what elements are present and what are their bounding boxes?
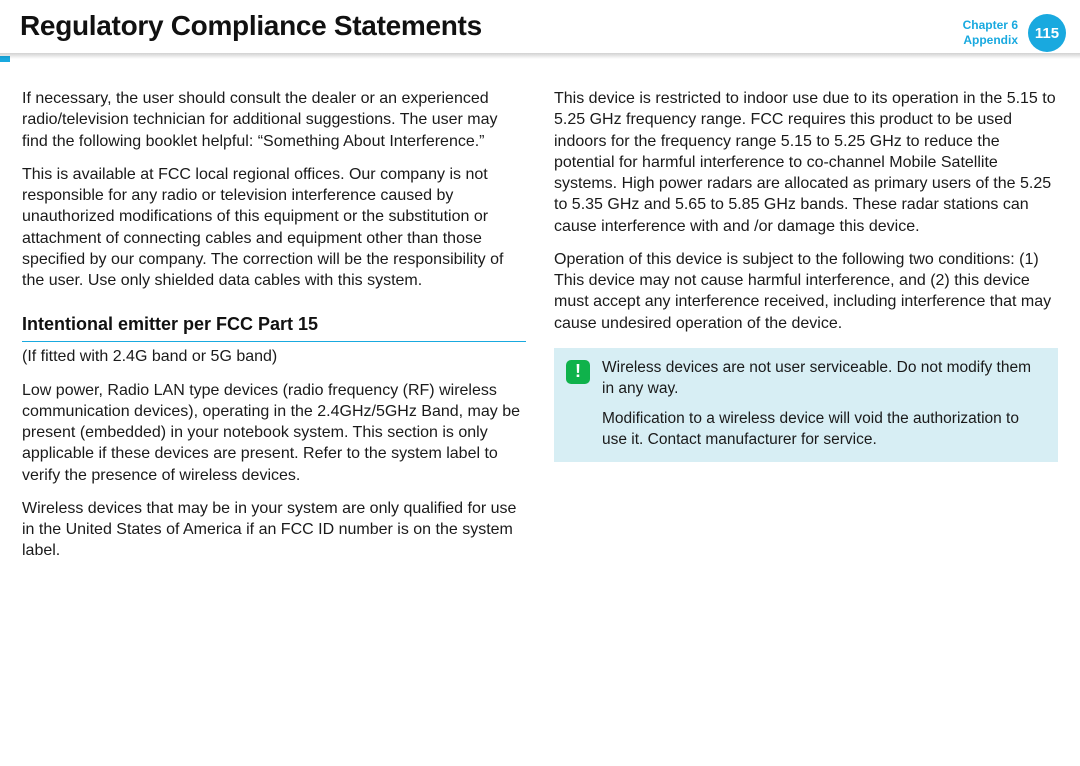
body-paragraph: Operation of this device is subject to t… [554,249,1058,334]
body-paragraph: This is available at FCC local regional … [22,164,526,292]
callout-line: Wireless devices are not user serviceabl… [602,358,1046,399]
chapter-label: Chapter 6 [963,18,1018,33]
section-label: Appendix [963,33,1018,48]
callout-text: Wireless devices are not user serviceabl… [602,358,1046,450]
page-number-badge: 115 [1028,14,1066,52]
accent-bar [0,56,10,62]
page-header: Regulatory Compliance Statements Chapter… [0,0,1080,56]
body-paragraph: Wireless devices that may be in your sys… [22,498,526,562]
page-title: Regulatory Compliance Statements [20,10,482,42]
callout-line: Modification to a wireless device will v… [602,409,1046,450]
left-column: If necessary, the user should consult th… [22,88,526,574]
warning-icon-glyph: ! [575,360,581,384]
chapter-label-block: Chapter 6 Appendix [963,18,1018,48]
page-number: 115 [1035,25,1059,42]
header-right: Chapter 6 Appendix 115 [963,10,1080,52]
body-paragraph: This device is restricted to indoor use … [554,88,1058,237]
body-paragraph: If necessary, the user should consult th… [22,88,526,152]
warning-icon: ! [566,360,590,384]
body-paragraph: Low power, Radio LAN type devices (radio… [22,380,526,486]
page-body: If necessary, the user should consult th… [0,56,1080,594]
section-subhead: Intentional emitter per FCC Part 15 [22,313,526,342]
warning-callout: ! Wireless devices are not user servicea… [554,348,1058,462]
body-paragraph: (If fitted with 2.4G band or 5G band) [22,346,526,367]
right-column: This device is restricted to indoor use … [554,88,1058,574]
